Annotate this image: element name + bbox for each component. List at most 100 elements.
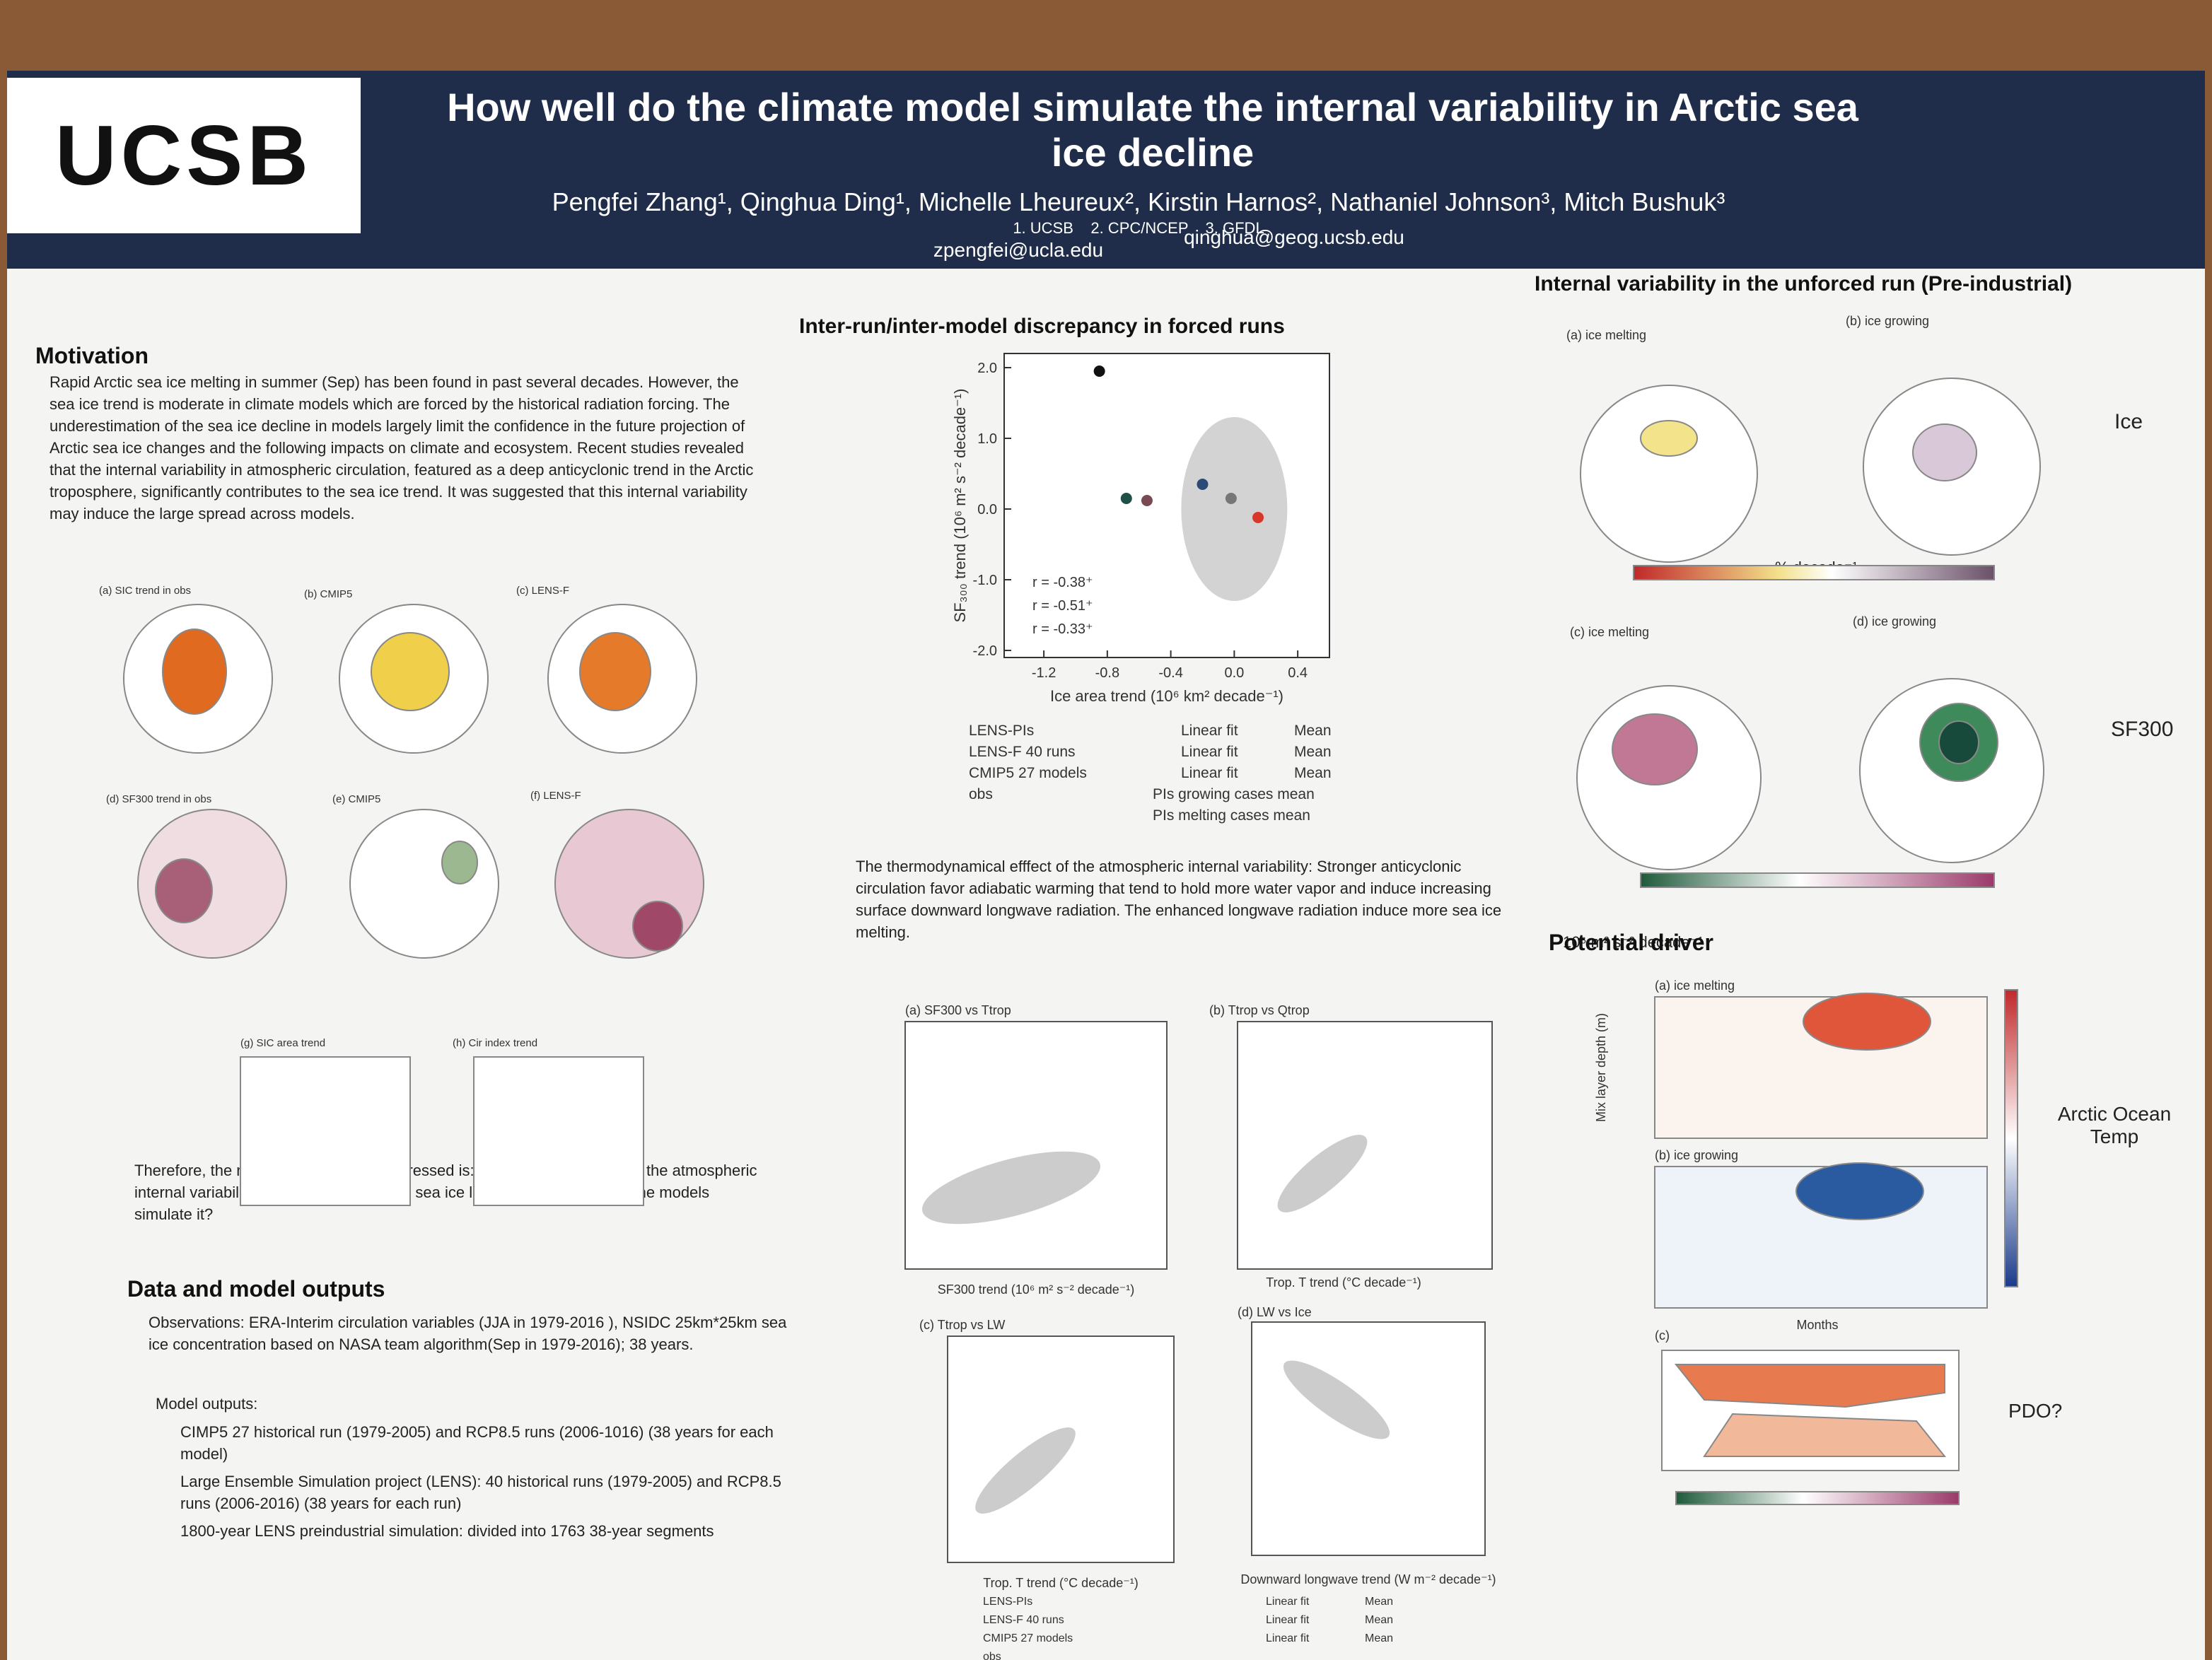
map-shading <box>579 632 651 711</box>
legend-label: obs <box>983 1651 1001 1660</box>
map-shading <box>1612 713 1698 785</box>
colorbar-unit: 10⁶ m² s⁻² decade⁻¹ <box>1563 933 1704 951</box>
map-shading <box>441 841 478 884</box>
paragraph: The thermodynamical efffect of the atmos… <box>856 858 1502 941</box>
heading: Potential driver <box>1549 930 1713 955</box>
legend-label: LENS-PIs <box>969 723 1034 739</box>
paragraph: Observations: ERA-Interim circulation va… <box>149 1314 787 1353</box>
title: How well do the climate model simulate t… <box>447 85 1858 175</box>
map-shading <box>1938 720 1979 764</box>
list-item: Large Ensemble Simulation project (LENS)… <box>180 1473 781 1512</box>
map-shading <box>632 901 683 952</box>
axis-label: Trop. T trend (°C decade⁻¹) <box>983 1576 1138 1590</box>
legend-label: LENS-F 40 runs <box>969 744 1076 760</box>
row-label: SF300 <box>2111 718 2174 741</box>
panel-label: (e) CMIP5 <box>332 793 380 805</box>
map-shading <box>1803 993 1931 1051</box>
panel-label: (b) ice growing <box>1846 314 1929 328</box>
map-shading <box>162 629 227 715</box>
map-shading <box>155 858 213 923</box>
point-cloud <box>1283 1360 1390 1439</box>
side-label: PDO? <box>2008 1400 2063 1422</box>
panel-label: (b) ice growing <box>1655 1148 1738 1162</box>
map-group <box>123 604 704 1206</box>
panel-frame <box>1251 1321 1486 1556</box>
heading: Data and model outputs <box>127 1276 385 1302</box>
paragraph: Model outputs: <box>156 1395 258 1413</box>
boxplot-frame <box>473 1056 644 1206</box>
colorbar <box>1640 872 1995 888</box>
data-point <box>1197 479 1209 490</box>
panel-label: (d) ice growing <box>1853 614 1936 629</box>
legend-label: Mean <box>1294 723 1332 739</box>
colorbar <box>1675 1491 1960 1505</box>
panel-label: (c) ice melting <box>1570 625 1649 639</box>
legend-label: LENS-PIs <box>983 1596 1032 1608</box>
legend-label: Linear fit <box>1181 723 1238 739</box>
panel-frames <box>904 1021 1493 1563</box>
r-label: r = -0.51⁺ <box>1032 598 1093 614</box>
axis-label: SF300 trend (10⁶ m² s⁻² decade⁻¹) <box>938 1282 1135 1297</box>
legend-label: PIs melting cases mean <box>1153 807 1310 824</box>
point-cloud <box>1277 1135 1368 1212</box>
map-shading <box>1795 1162 1924 1220</box>
map-shading <box>1703 1413 1947 1457</box>
boxplot-frame <box>240 1056 411 1206</box>
r-label: r = -0.38⁺ <box>1032 575 1093 590</box>
panel-label: (g) SIC area trend <box>240 1037 325 1049</box>
panel-label: (b) CMIP5 <box>304 588 352 600</box>
panel-frame <box>904 1021 1168 1270</box>
panel-label: (b) Ttrop vs Qtrop <box>1209 1003 1310 1017</box>
y-tick-label: 1.0 <box>977 431 997 447</box>
map-shading <box>1640 420 1698 457</box>
y-axis-label: SF₃₀₀ trend (10⁶ m² s⁻² decade⁻¹) <box>951 389 969 623</box>
paragraph: Rapid Arctic sea ice melting in summer (… <box>50 373 754 522</box>
axis-label: Downward longwave trend (W m⁻² decade⁻¹) <box>1240 1572 1496 1586</box>
x-tick-label: -1.2 <box>1032 665 1056 681</box>
legend-label: Mean <box>1365 1632 1393 1644</box>
authors: Pengfei Zhang¹, Qinghua Ding¹, Michelle … <box>552 187 1725 216</box>
legend-label: Linear fit <box>1181 765 1238 781</box>
legend-label: Mean <box>1294 765 1332 781</box>
y-tick-label: -1.0 <box>973 573 997 588</box>
map-shading <box>371 632 450 711</box>
list-item: 1800-year LENS preindustrial simulation:… <box>180 1522 714 1540</box>
y-tick-label: 2.0 <box>977 361 997 376</box>
panel-label: (d) SF300 trend in obs <box>106 793 211 805</box>
legend-label: CMIP5 27 models <box>983 1632 1073 1644</box>
legend-label: Linear fit <box>1266 1614 1310 1626</box>
r-label: r = -0.33⁺ <box>1032 621 1093 637</box>
point-cloud <box>922 1151 1100 1224</box>
x-tick-label: -0.4 <box>1158 665 1182 681</box>
row-label: Ice <box>2114 410 2143 433</box>
map <box>554 809 704 959</box>
panel-label: (c) LENS-F <box>516 585 569 597</box>
data-point <box>1225 493 1237 504</box>
legend-label: CMIP5 27 models <box>969 765 1087 781</box>
panel-label: (a) SF300 vs Ttrop <box>905 1003 1011 1017</box>
data-point <box>1093 366 1105 377</box>
legend-label: obs <box>969 786 993 802</box>
legend-label: Mean <box>1365 1614 1393 1626</box>
heading: Motivation <box>35 343 149 368</box>
axis-label: Trop. T trend (°C decade⁻¹) <box>1266 1275 1421 1290</box>
right-maps <box>1576 378 2044 1505</box>
legend-label: LENS-F 40 runs <box>983 1614 1064 1626</box>
legend-label: Linear fit <box>1266 1632 1310 1644</box>
poster: UCSB How well do the climate model simul… <box>7 71 2205 1660</box>
x-tick-label: 0.0 <box>1224 665 1244 681</box>
x-tick-label: -0.8 <box>1095 665 1119 681</box>
legend-label: PIs growing cases mean <box>1153 786 1315 802</box>
paragraph: Therefore, the major question to be addr… <box>134 1162 757 1223</box>
point-cloud <box>975 1427 1076 1514</box>
email: zpengfei@ucla.edu <box>933 239 1104 261</box>
panel-label: (a) ice melting <box>1655 978 1735 993</box>
legend-label: Mean <box>1294 744 1332 760</box>
map-shading <box>1674 1364 1945 1408</box>
panel-label: (h) Cir index trend <box>453 1037 537 1049</box>
map <box>1580 385 1758 563</box>
email: qinghua@geog.ucsb.edu <box>1184 226 1404 248</box>
axis-label: Mix layer depth (m) <box>1594 1013 1608 1122</box>
panel-label: (c) Ttrop vs LW <box>919 1318 1005 1332</box>
